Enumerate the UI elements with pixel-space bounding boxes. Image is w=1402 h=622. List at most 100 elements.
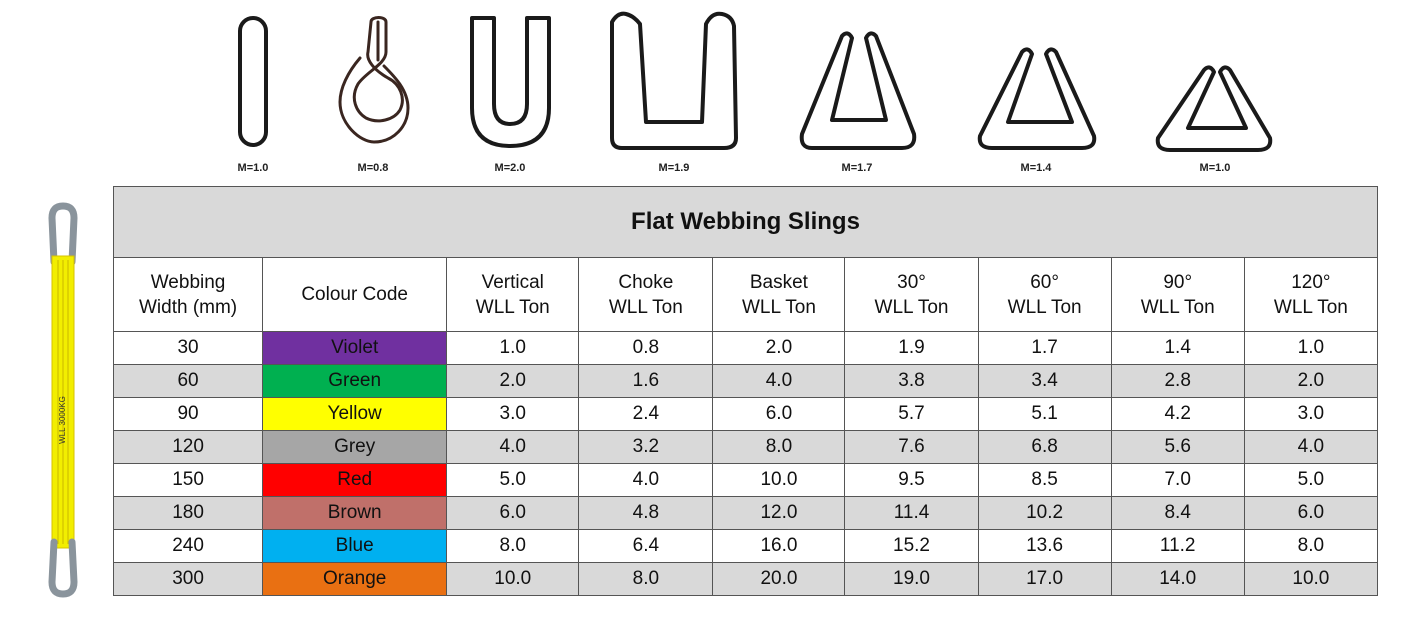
header-text: Colour Code xyxy=(301,284,408,305)
header-text: Webbing xyxy=(150,271,226,293)
cell-width: 90 xyxy=(112,397,264,431)
sling-image: WLL 3000KG xyxy=(48,202,78,598)
cell-30: 7.6 xyxy=(844,430,979,464)
basket-multiplier-label: M=2.0 xyxy=(495,162,526,174)
cell-90: 7.0 xyxy=(1110,463,1245,497)
header-text: WLL Ton xyxy=(1140,296,1215,318)
cell-choke: 4.8 xyxy=(578,496,714,530)
header-text: 30° xyxy=(897,271,926,293)
header-90-wll: 90° WLL Ton xyxy=(1110,257,1245,332)
cell-30: 19.0 xyxy=(844,562,979,596)
cell-120: 5.0 xyxy=(1243,463,1379,497)
cell-120: 2.0 xyxy=(1243,364,1379,398)
cell-120: 10.0 xyxy=(1243,562,1379,596)
angle-90-multiplier-label: M=1.0 xyxy=(1200,162,1231,174)
header-120-wll: 120° WLL Ton xyxy=(1243,257,1379,332)
header-colour-code: Colour Code xyxy=(262,257,448,332)
cell-vertical: 3.0 xyxy=(446,397,580,431)
table-header-row: Webbing Width (mm) Colour Code Vertical WLL … xyxy=(112,257,1379,332)
cell-vertical: 10.0 xyxy=(446,562,580,596)
header-text: WLL Ton xyxy=(874,296,949,318)
cell-basket: 10.0 xyxy=(712,463,846,497)
cell-30: 9.5 xyxy=(844,463,979,497)
cell-choke: 6.4 xyxy=(578,529,714,563)
angle-60-multiplier-label: M=1.4 xyxy=(1021,162,1053,174)
cell-90: 2.8 xyxy=(1110,364,1245,398)
cell-120: 8.0 xyxy=(1243,529,1379,563)
header-webbing-width: Webbing Width (mm) xyxy=(112,257,264,332)
sling-print-text: WLL 3000KG xyxy=(58,396,67,444)
header-30-wll: 30° WLL Ton xyxy=(844,257,979,332)
top-eye-icon xyxy=(48,202,78,266)
cell-60: 17.0 xyxy=(977,562,1112,596)
flat-webbing-slings-table: Flat Webbing Slings Webbing Width (mm) Col… xyxy=(112,186,1379,596)
cell-30: 5.7 xyxy=(844,397,979,431)
choke-hitch-icon xyxy=(338,16,410,144)
cell-choke: 1.6 xyxy=(578,364,714,398)
vertical-multiplier-label: M=1.0 xyxy=(238,162,269,174)
header-text: Vertical xyxy=(481,271,544,293)
cell-vertical: 2.0 xyxy=(446,364,580,398)
header-text: WLL Ton xyxy=(475,296,550,318)
header-vertical-wll: Vertical WLL Ton xyxy=(446,257,580,332)
header-text: Basket xyxy=(749,271,808,293)
sling-body: WLL 3000KG xyxy=(51,255,75,549)
cell-choke: 8.0 xyxy=(578,562,714,596)
cell-vertical: 6.0 xyxy=(446,496,580,530)
header-text: 90° xyxy=(1163,271,1193,293)
cell-vertical: 8.0 xyxy=(446,529,580,563)
cell-basket: 4.0 xyxy=(712,364,846,398)
cell-30: 3.8 xyxy=(844,364,979,398)
cell-120: 1.0 xyxy=(1243,331,1379,365)
table-row: 240 Blue 8.0 6.4 16.0 15.2 13.6 11.2 8.0 xyxy=(112,529,1379,563)
angle-60-hitch-icon xyxy=(977,47,1097,150)
table-row: 30 Violet 1.0 0.8 2.0 1.9 1.7 1.4 1.0 xyxy=(112,331,1379,365)
cell-120: 4.0 xyxy=(1243,430,1379,464)
cell-60: 6.8 xyxy=(977,430,1112,464)
cell-choke: 3.2 xyxy=(578,430,714,464)
header-text: WLL Ton xyxy=(1007,296,1082,318)
cell-basket: 12.0 xyxy=(712,496,846,530)
cell-colour: Grey xyxy=(262,430,448,464)
cell-colour: Green xyxy=(262,364,448,398)
cell-choke: 0.8 xyxy=(578,331,714,365)
cell-60: 1.7 xyxy=(977,331,1112,365)
basket-wide-multiplier-label: M=1.9 xyxy=(659,162,690,174)
cell-60: 10.2 xyxy=(977,496,1112,530)
header-text: 60° xyxy=(1030,271,1059,293)
cell-90: 8.4 xyxy=(1110,496,1245,530)
cell-60: 5.1 xyxy=(977,397,1112,431)
header-text: WLL Ton xyxy=(608,296,683,318)
cell-basket: 20.0 xyxy=(712,562,846,596)
table-row: 120 Grey 4.0 3.2 8.0 7.6 6.8 5.6 4.0 xyxy=(112,430,1379,464)
table-row: 90 Yellow 3.0 2.4 6.0 5.7 5.1 4.2 3.0 xyxy=(112,397,1379,431)
table-row: 150 Red 5.0 4.0 10.0 9.5 8.5 7.0 5.0 xyxy=(112,463,1379,497)
cell-30: 1.9 xyxy=(844,331,979,365)
header-choke-wll: Choke WLL Ton xyxy=(578,257,714,332)
choke-multiplier-label: M=0.8 xyxy=(358,162,389,174)
header-basket-wll: Basket WLL Ton xyxy=(712,257,846,332)
angle-90-hitch-icon xyxy=(1155,65,1273,152)
cell-choke: 4.0 xyxy=(578,463,714,497)
cell-width: 60 xyxy=(112,364,264,398)
vertical-hitch-icon xyxy=(238,16,268,147)
table-row: 300 Orange 10.0 8.0 20.0 19.0 17.0 14.0 10.0 xyxy=(112,562,1379,596)
cell-vertical: 1.0 xyxy=(446,331,580,365)
cell-90: 5.6 xyxy=(1110,430,1245,464)
cell-90: 14.0 xyxy=(1110,562,1245,596)
cell-colour: Brown xyxy=(262,496,448,530)
cell-30: 11.4 xyxy=(844,496,979,530)
cell-90: 4.2 xyxy=(1110,397,1245,431)
cell-colour: Orange xyxy=(262,562,448,596)
header-text: WLL Ton xyxy=(741,296,816,318)
basket-wide-hitch-icon xyxy=(610,11,738,150)
cell-90: 11.2 xyxy=(1110,529,1245,563)
cell-30: 15.2 xyxy=(844,529,979,563)
angle-30-multiplier-label: M=1.7 xyxy=(842,162,873,174)
cell-width: 30 xyxy=(112,331,264,365)
cell-width: 300 xyxy=(112,562,264,596)
cell-colour: Blue xyxy=(262,529,448,563)
cell-120: 3.0 xyxy=(1243,397,1379,431)
cell-60: 13.6 xyxy=(977,529,1112,563)
cell-width: 150 xyxy=(112,463,264,497)
